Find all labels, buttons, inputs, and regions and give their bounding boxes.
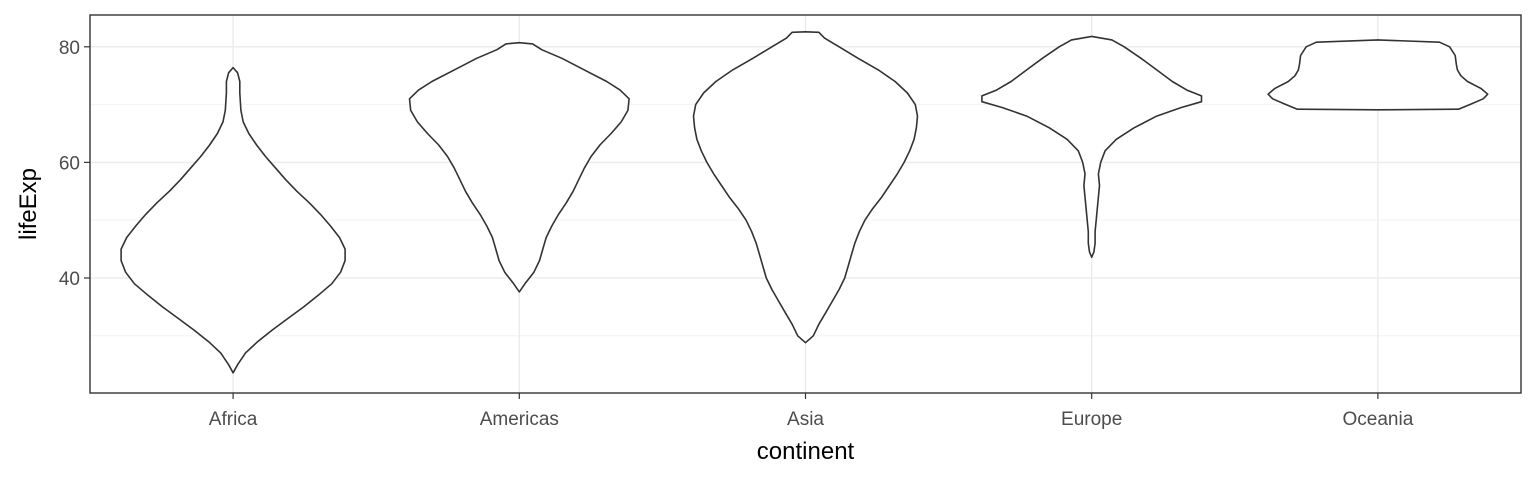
x-tick-label: Oceania [1343, 409, 1414, 430]
x-tick-label: Africa [209, 409, 258, 430]
x-tick-label: Europe [1061, 409, 1122, 430]
violin-americas [408, 41, 630, 293]
violin-europe [981, 35, 1203, 258]
violins [120, 31, 1489, 374]
y-tick-label: 60 [59, 153, 80, 174]
violin-africa [120, 66, 346, 374]
x-tick-label: Asia [787, 409, 824, 430]
x-axis: Africa Americas Asia Europe Oceania [209, 393, 1414, 430]
y-axis-title: lifeExp [15, 168, 42, 240]
y-axis: 40 60 80 [59, 38, 90, 290]
y-tick-label: 40 [59, 269, 80, 290]
x-tick-label: Americas [480, 409, 559, 430]
violin-oceania [1267, 39, 1489, 111]
y-tick-label: 80 [59, 38, 80, 59]
violin-asia [692, 31, 919, 344]
x-axis-title: continent [757, 438, 855, 465]
